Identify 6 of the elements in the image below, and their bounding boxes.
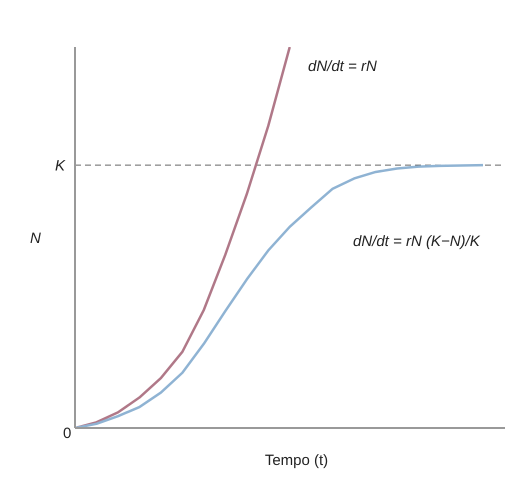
text: 0 (63, 425, 72, 442)
x-axis-title: Tempo (t) (264, 452, 330, 469)
ref-line-label: K (54, 157, 66, 174)
annotation: dN/dt = rN (308, 58, 377, 75)
annotation: dN/dt = rN (K−N)/K (353, 233, 480, 250)
y-axis-title: N (30, 230, 41, 247)
